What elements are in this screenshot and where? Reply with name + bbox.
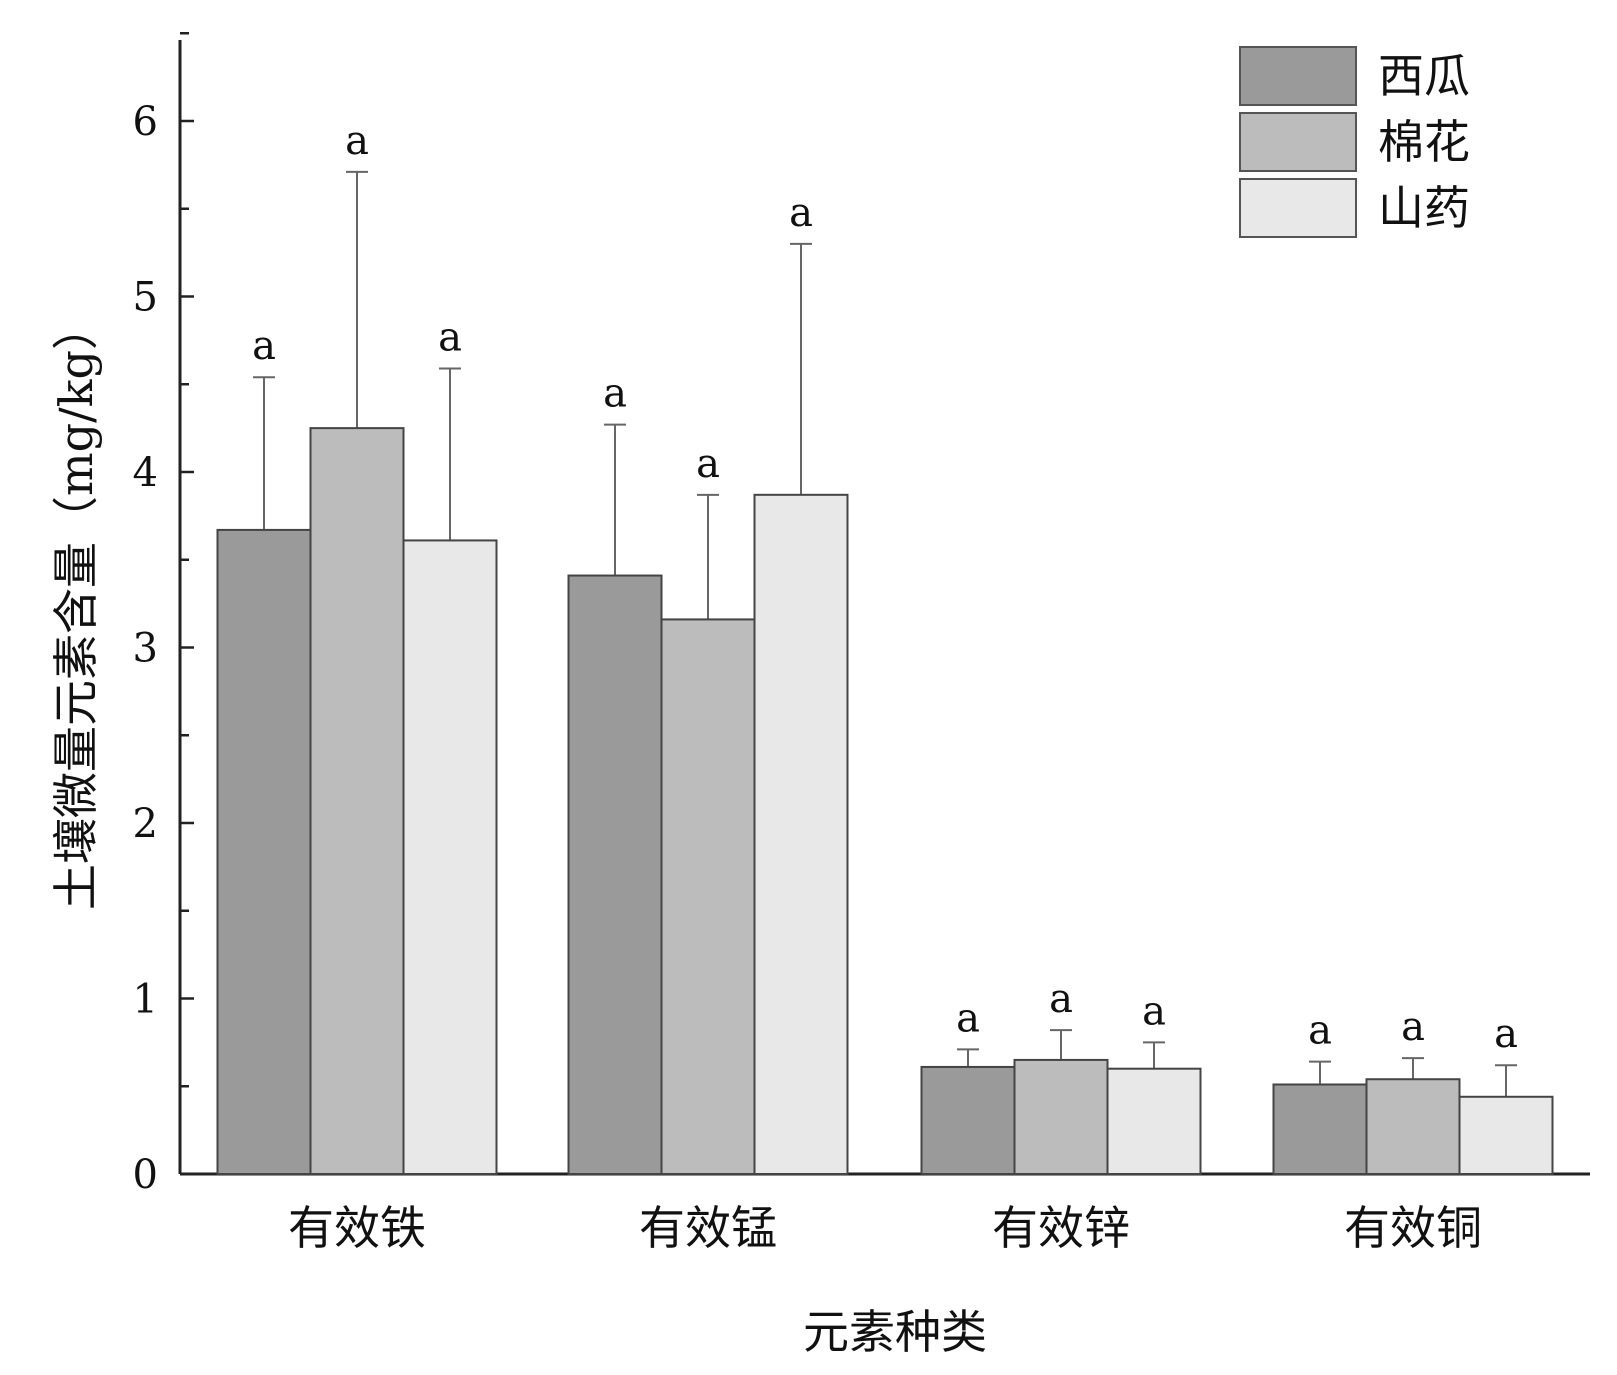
significance-label: a xyxy=(345,118,369,164)
significance-label: a xyxy=(1308,1008,1332,1054)
significance-label: a xyxy=(603,371,627,417)
significance-label: a xyxy=(438,314,462,360)
bar xyxy=(660,618,756,1175)
bar xyxy=(1365,1078,1461,1175)
bar xyxy=(1013,1058,1109,1176)
legend-swatch xyxy=(1239,112,1357,172)
bar xyxy=(1272,1083,1368,1175)
significance-label: a xyxy=(1049,976,1073,1022)
y-tick-label: 6 xyxy=(133,99,158,145)
x-category-label: 有效铁 xyxy=(288,1201,426,1255)
legend-label: 西瓜 xyxy=(1378,49,1470,103)
legend-swatch xyxy=(1239,46,1357,106)
bar xyxy=(920,1065,1016,1175)
bar xyxy=(1106,1067,1202,1175)
y-tick-label: 1 xyxy=(133,977,158,1023)
significance-label: a xyxy=(1142,988,1166,1034)
bar xyxy=(402,539,498,1175)
y-axis-title: 土壤微量元素含量（mg/kg） xyxy=(49,304,103,910)
plot-area: 0 1 2 3 4 5 6 有效铁 a a a 有效锰 a a a 有效锌 a a a 有效铜 a a a xyxy=(133,32,1590,1255)
x-category-label: 有效锰 xyxy=(639,1201,777,1255)
significance-label: a xyxy=(789,190,813,236)
y-tick-label: 5 xyxy=(133,275,158,321)
significance-label: a xyxy=(252,323,276,369)
significance-label: a xyxy=(1401,1004,1425,1050)
bar xyxy=(216,528,312,1175)
bar xyxy=(753,493,849,1175)
y-tick-label: 2 xyxy=(133,801,158,847)
x-axis-title: 元素种类 xyxy=(803,1305,987,1359)
y-tick-label: 4 xyxy=(133,450,158,496)
bar xyxy=(567,574,663,1175)
y-tick-label: 0 xyxy=(133,1152,158,1198)
significance-label: a xyxy=(1494,1011,1518,1057)
legend-label: 棉花 xyxy=(1378,115,1470,169)
bar xyxy=(1458,1095,1554,1176)
significance-label: a xyxy=(956,995,980,1041)
legend-label: 山药 xyxy=(1378,181,1470,235)
x-category-label: 有效锌 xyxy=(992,1201,1130,1255)
y-tick-label: 3 xyxy=(133,626,158,672)
legend-swatch xyxy=(1239,178,1357,238)
x-category-label: 有效铜 xyxy=(1344,1201,1482,1255)
bar xyxy=(309,427,405,1175)
significance-label: a xyxy=(696,441,720,487)
